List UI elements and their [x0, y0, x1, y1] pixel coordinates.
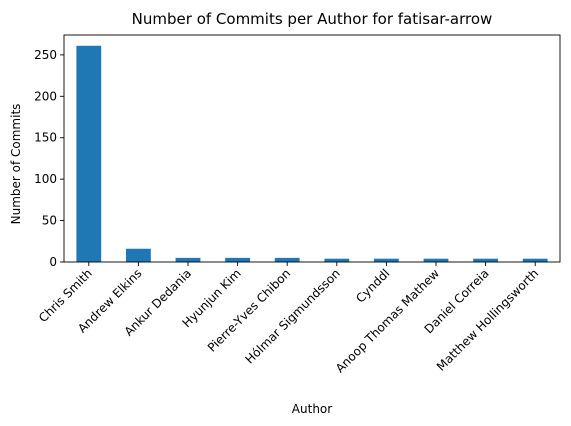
bar [423, 258, 449, 262]
bar [374, 258, 399, 262]
plot-frame [63, 34, 561, 263]
x-tick-label: Anoop Thomas Mathew [333, 266, 442, 375]
bar [76, 45, 102, 262]
y-tick-label: 250 [34, 48, 57, 62]
bar [274, 257, 300, 262]
y-tick-label: 200 [34, 89, 57, 103]
y-tick-label: 0 [49, 255, 57, 269]
x-tick-label: Cynddl [353, 266, 392, 305]
y-tick-label: 100 [34, 172, 57, 186]
x-tick-label: Pierre-Yves Chibon [205, 266, 293, 354]
x-axis-label: Author [292, 402, 332, 416]
bar [175, 257, 201, 262]
bar [522, 258, 548, 262]
bar [225, 257, 250, 262]
bar [126, 248, 151, 262]
y-tick-label: 50 [42, 214, 57, 228]
y-tick-label: 150 [34, 131, 57, 145]
y-axis-label: Number of Commits [9, 104, 23, 225]
x-tick-label: Hólmar Sigmundsson [242, 266, 342, 366]
bar [324, 258, 350, 262]
chart-title: Number of Commits per Author for fatisar… [132, 10, 493, 28]
bar [473, 258, 498, 262]
x-tick-label: Matthew Hollingsworth [434, 266, 541, 373]
